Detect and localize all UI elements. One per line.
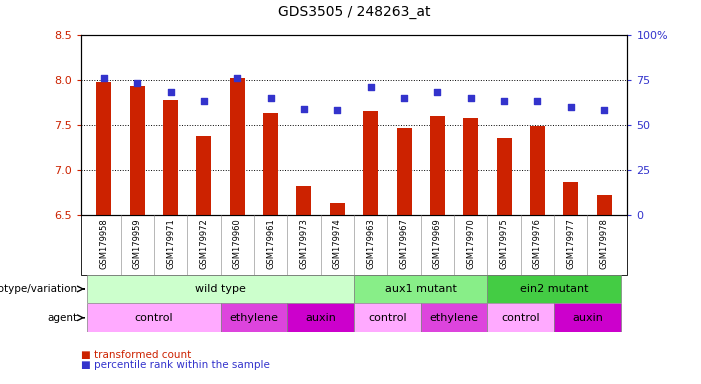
Bar: [354, 303, 421, 332]
Bar: [196, 136, 212, 215]
Point: [232, 75, 243, 81]
Point: [498, 98, 510, 104]
Point: [132, 80, 143, 86]
Point: [332, 107, 343, 113]
Text: ein2 mutant: ein2 mutant: [520, 284, 588, 294]
Bar: [421, 303, 487, 332]
Bar: [97, 83, 111, 215]
Text: control: control: [368, 313, 407, 323]
Bar: [221, 303, 287, 332]
Point: [532, 98, 543, 104]
Bar: [230, 78, 245, 215]
Text: agent: agent: [47, 313, 77, 323]
Text: aux1 mutant: aux1 mutant: [385, 284, 456, 294]
Text: GSM179972: GSM179972: [200, 218, 208, 269]
Bar: [88, 275, 354, 303]
Text: wild type: wild type: [195, 284, 246, 294]
Text: ■ percentile rank within the sample: ■ percentile rank within the sample: [81, 360, 269, 370]
Bar: [487, 275, 620, 303]
Point: [198, 98, 210, 104]
Bar: [463, 118, 478, 215]
Point: [398, 95, 409, 101]
Text: GSM179969: GSM179969: [433, 218, 442, 269]
Text: GSM179967: GSM179967: [400, 218, 409, 269]
Point: [465, 95, 476, 101]
Bar: [130, 86, 145, 215]
Text: GSM179976: GSM179976: [533, 218, 542, 269]
Text: GSM179974: GSM179974: [333, 218, 342, 269]
Point: [299, 106, 310, 112]
Text: GSM179958: GSM179958: [100, 218, 109, 269]
Bar: [297, 186, 311, 215]
Bar: [597, 195, 611, 215]
Text: ethylene: ethylene: [430, 313, 479, 323]
Text: auxin: auxin: [305, 313, 336, 323]
Text: auxin: auxin: [572, 313, 603, 323]
Text: GDS3505 / 248263_at: GDS3505 / 248263_at: [278, 5, 430, 19]
Bar: [330, 203, 345, 215]
Bar: [354, 275, 487, 303]
Bar: [563, 182, 578, 215]
Bar: [363, 111, 378, 215]
Text: genotype/variation: genotype/variation: [0, 284, 77, 294]
Text: GSM179963: GSM179963: [366, 218, 375, 269]
Bar: [163, 99, 178, 215]
Point: [365, 84, 376, 90]
Bar: [554, 303, 620, 332]
Point: [165, 89, 176, 95]
Bar: [287, 303, 354, 332]
Bar: [430, 116, 445, 215]
Bar: [88, 303, 221, 332]
Text: GSM179961: GSM179961: [266, 218, 275, 269]
Text: GSM179977: GSM179977: [566, 218, 576, 269]
Text: GSM179978: GSM179978: [599, 218, 608, 269]
Text: GSM179975: GSM179975: [500, 218, 508, 269]
Text: GSM179959: GSM179959: [132, 218, 142, 269]
Point: [98, 75, 109, 81]
Text: GSM179970: GSM179970: [466, 218, 475, 269]
Bar: [487, 303, 554, 332]
Text: GSM179960: GSM179960: [233, 218, 242, 269]
Text: ■ transformed count: ■ transformed count: [81, 350, 191, 360]
Text: control: control: [501, 313, 540, 323]
Point: [599, 107, 610, 113]
Bar: [496, 138, 512, 215]
Point: [265, 95, 276, 101]
Bar: [263, 113, 278, 215]
Text: GSM179971: GSM179971: [166, 218, 175, 269]
Point: [565, 104, 576, 110]
Text: ethylene: ethylene: [229, 313, 278, 323]
Bar: [530, 126, 545, 215]
Bar: [397, 128, 411, 215]
Point: [432, 89, 443, 95]
Text: GSM179973: GSM179973: [299, 218, 308, 269]
Text: control: control: [135, 313, 173, 323]
